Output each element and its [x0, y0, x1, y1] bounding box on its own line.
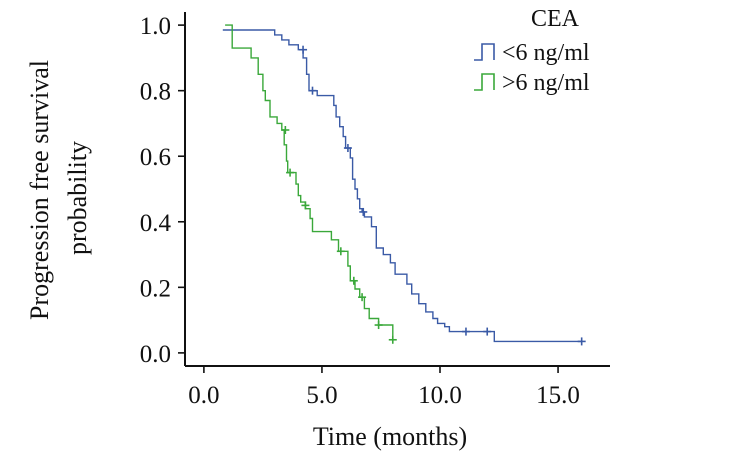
censor-mark — [281, 126, 290, 134]
x-tick-label: 0.0 — [188, 382, 219, 409]
censor-mark — [359, 207, 368, 216]
censor-mark — [349, 276, 358, 285]
censor-mark — [358, 293, 367, 302]
legend-item: >6 ng/ml — [474, 70, 590, 96]
legend-label: <6 ng/ml — [502, 40, 590, 66]
legend-item: <6 ng/ml — [474, 40, 590, 66]
legend-title: CEA — [531, 6, 580, 32]
y-tick-label: 0.0 — [140, 341, 171, 368]
censor-mark — [343, 144, 352, 153]
y-tick-label: 0.6 — [140, 144, 171, 171]
y-tick-label: 0.2 — [140, 275, 171, 302]
y-tick-label: 1.0 — [140, 13, 171, 40]
axes: 0.0 0.2 0.4 0.6 0.8 1.0 0.0 5.0 10.0 15.0 — [140, 12, 610, 409]
censor-mark — [301, 201, 310, 210]
series-cea-high — [225, 24, 397, 344]
x-tick-label: 15.0 — [536, 382, 580, 409]
series-cea-low — [222, 29, 586, 346]
censor-mark — [483, 327, 492, 336]
censor-mark — [461, 327, 470, 336]
series-layer — [222, 24, 586, 346]
legend-swatch-icon — [474, 73, 495, 91]
censor-mark — [577, 337, 586, 346]
survival-step-line — [222, 29, 582, 343]
x-tick-label: 10.0 — [418, 382, 462, 409]
censor-mark — [374, 321, 383, 330]
x-tick-label: 5.0 — [306, 382, 337, 409]
legend: CEA <6 ng/ml >6 ng/ml — [474, 6, 590, 96]
censor-mark — [286, 168, 295, 177]
censor-mark — [336, 247, 345, 256]
legend-label: >6 ng/ml — [502, 70, 590, 96]
y-tick-label: 0.8 — [140, 79, 171, 106]
censor-mark — [388, 335, 397, 344]
censor-mark — [299, 45, 308, 54]
y-tick-label: 0.4 — [140, 210, 172, 237]
survival-step-line — [225, 24, 394, 340]
x-axis-title: Time (months) — [313, 422, 467, 451]
y-axis-title-line-2: probability — [63, 141, 92, 255]
legend-swatch-icon — [474, 43, 495, 61]
y-axis-title-line-1: Progression free survival — [25, 60, 54, 320]
censor-mark — [308, 86, 317, 95]
